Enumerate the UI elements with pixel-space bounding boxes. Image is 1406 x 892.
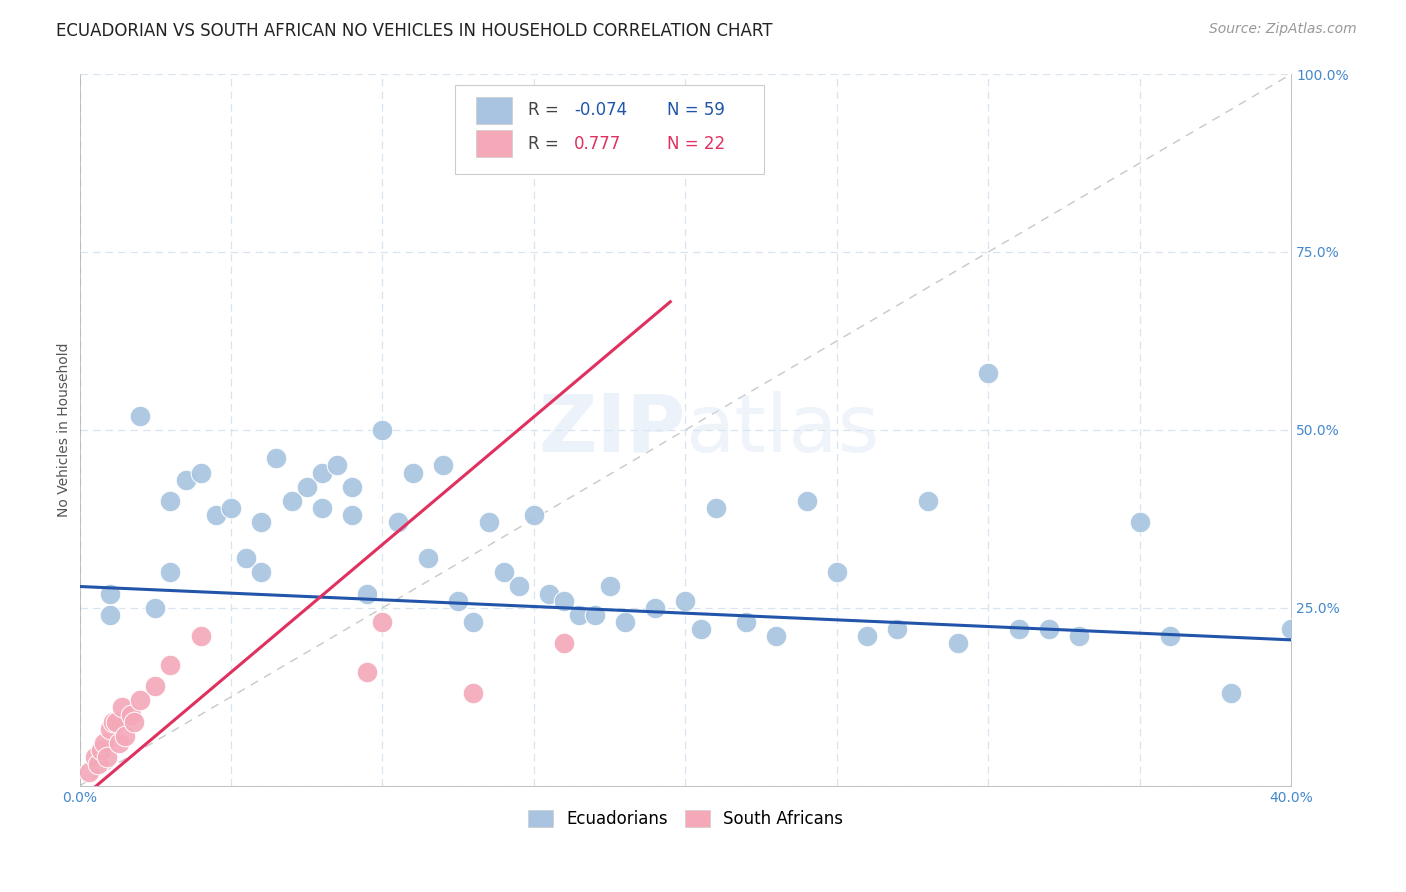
Point <box>98 722 121 736</box>
Point <box>644 600 666 615</box>
Text: ZIP: ZIP <box>538 391 685 469</box>
Point <box>371 423 394 437</box>
Point <box>416 551 439 566</box>
Point <box>387 516 409 530</box>
Point <box>825 566 848 580</box>
Point <box>326 458 349 473</box>
Point <box>492 566 515 580</box>
Point <box>98 586 121 600</box>
Point <box>402 466 425 480</box>
Point <box>1279 622 1302 636</box>
Text: Source: ZipAtlas.com: Source: ZipAtlas.com <box>1209 22 1357 37</box>
Point <box>1219 686 1241 700</box>
Point <box>205 508 228 523</box>
Point <box>129 693 152 707</box>
Point <box>159 657 181 672</box>
Text: R =: R = <box>527 135 569 153</box>
FancyBboxPatch shape <box>475 130 512 157</box>
Point <box>583 607 606 622</box>
Text: N = 22: N = 22 <box>668 135 725 153</box>
Point <box>311 501 333 516</box>
Point <box>735 615 758 629</box>
Text: N = 59: N = 59 <box>668 102 725 120</box>
FancyBboxPatch shape <box>456 85 765 174</box>
Point <box>83 750 105 764</box>
Point <box>508 580 530 594</box>
Point <box>340 480 363 494</box>
Point <box>311 466 333 480</box>
Text: atlas: atlas <box>685 391 880 469</box>
Point <box>523 508 546 523</box>
Point <box>463 615 485 629</box>
Point <box>1069 629 1091 643</box>
Point <box>553 593 575 607</box>
Point <box>553 636 575 650</box>
Point <box>143 679 166 693</box>
Point <box>190 466 212 480</box>
Point <box>1129 516 1152 530</box>
Point <box>856 629 879 643</box>
Y-axis label: No Vehicles in Household: No Vehicles in Household <box>58 343 72 517</box>
Point <box>796 494 818 508</box>
Point <box>886 622 908 636</box>
Point <box>104 714 127 729</box>
Text: -0.074: -0.074 <box>574 102 627 120</box>
Point <box>111 700 134 714</box>
Point <box>98 607 121 622</box>
Point <box>295 480 318 494</box>
Point <box>190 629 212 643</box>
Text: 0.777: 0.777 <box>574 135 621 153</box>
Point <box>96 750 118 764</box>
Point <box>340 508 363 523</box>
Point <box>120 707 142 722</box>
Point <box>356 665 378 679</box>
Point <box>219 501 242 516</box>
Point <box>250 516 273 530</box>
Point <box>114 729 136 743</box>
Point <box>250 566 273 580</box>
Point <box>689 622 711 636</box>
Point <box>90 743 112 757</box>
Point <box>977 366 1000 380</box>
Point <box>599 580 621 594</box>
Point <box>266 451 288 466</box>
Point <box>122 714 145 729</box>
Point <box>1008 622 1031 636</box>
Point <box>477 516 499 530</box>
Point <box>1159 629 1181 643</box>
Point <box>447 593 470 607</box>
Point <box>174 473 197 487</box>
Point <box>673 593 696 607</box>
Point <box>108 736 131 750</box>
Point <box>463 686 485 700</box>
Point <box>946 636 969 650</box>
Point <box>86 757 108 772</box>
Point <box>235 551 257 566</box>
FancyBboxPatch shape <box>475 97 512 124</box>
Legend: Ecuadorians, South Africans: Ecuadorians, South Africans <box>522 803 849 834</box>
Point <box>704 501 727 516</box>
Point <box>129 409 152 423</box>
Point <box>432 458 454 473</box>
Point <box>568 607 591 622</box>
Point <box>143 600 166 615</box>
Text: R =: R = <box>527 102 564 120</box>
Point <box>159 566 181 580</box>
Point <box>77 764 100 779</box>
Point <box>280 494 302 508</box>
Point <box>538 586 561 600</box>
Point <box>356 586 378 600</box>
Point <box>613 615 636 629</box>
Text: ECUADORIAN VS SOUTH AFRICAN NO VEHICLES IN HOUSEHOLD CORRELATION CHART: ECUADORIAN VS SOUTH AFRICAN NO VEHICLES … <box>56 22 773 40</box>
Point <box>917 494 939 508</box>
Point <box>765 629 787 643</box>
Point <box>159 494 181 508</box>
Point <box>371 615 394 629</box>
Point <box>101 714 124 729</box>
Point <box>93 736 115 750</box>
Point <box>1038 622 1060 636</box>
